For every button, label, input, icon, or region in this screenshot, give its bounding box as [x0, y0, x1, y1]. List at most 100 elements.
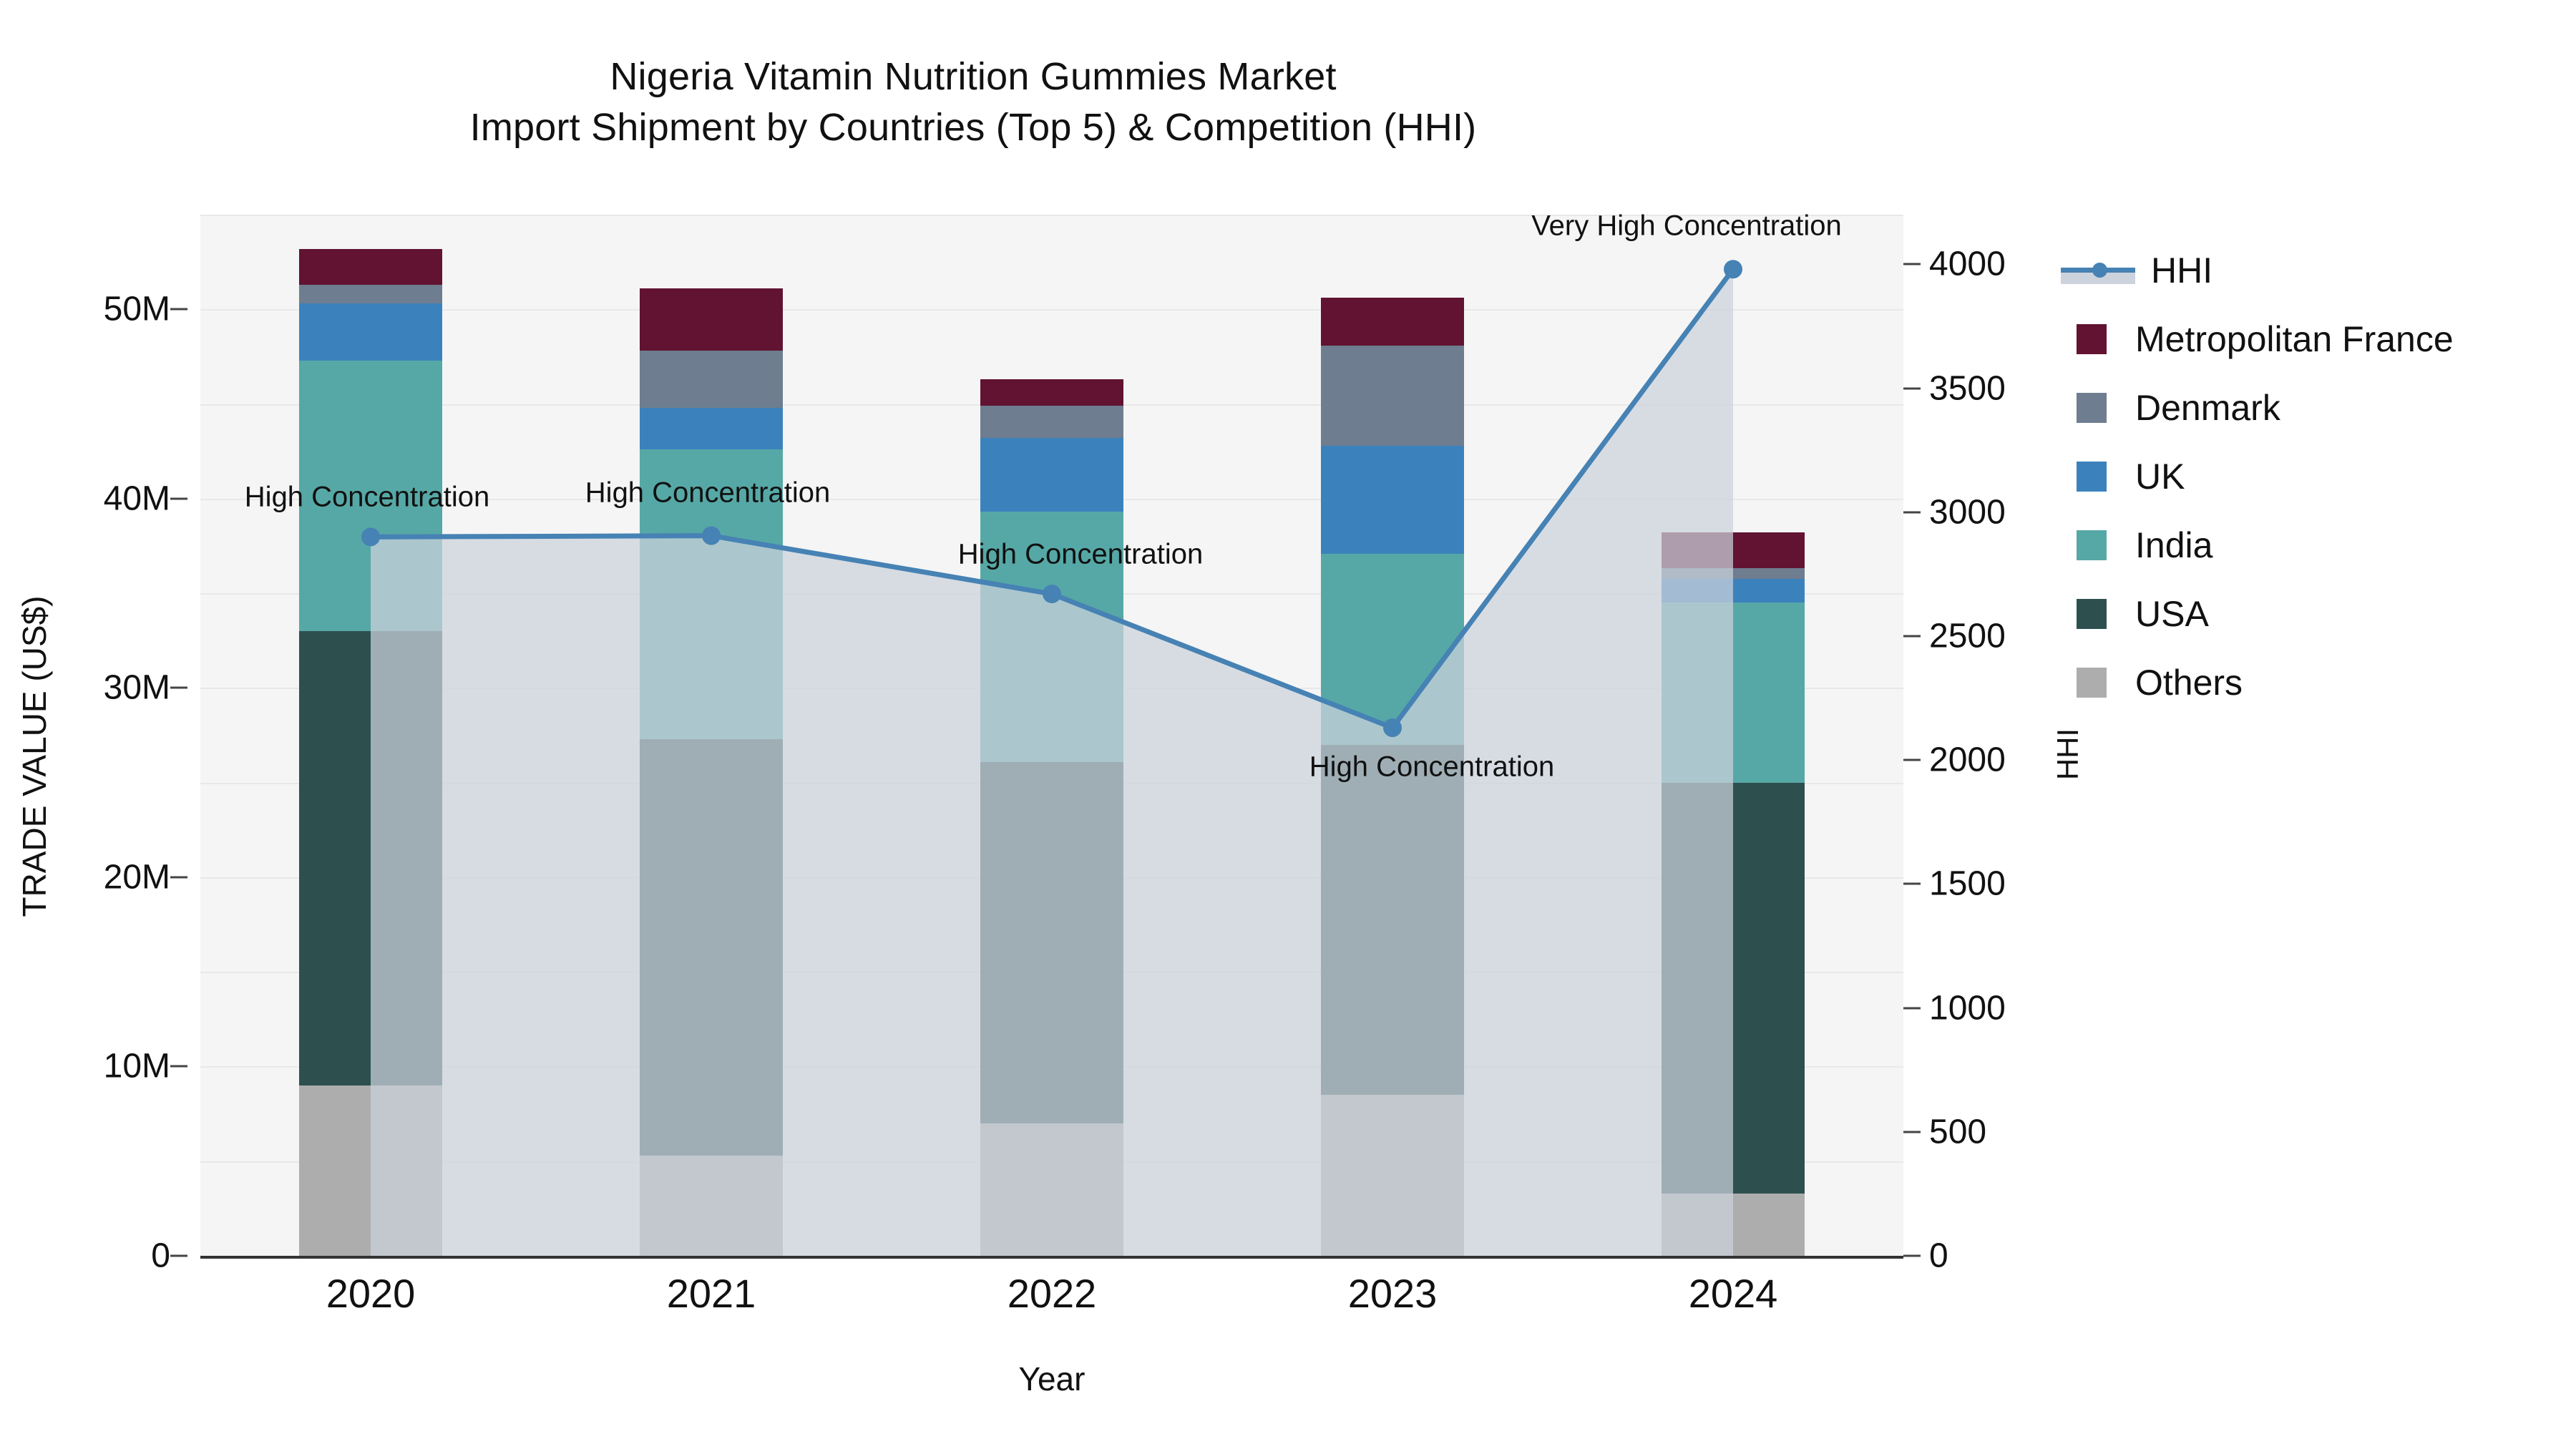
legend-label: India	[2135, 525, 2213, 565]
legend-swatch-others	[2077, 668, 2107, 698]
legend-item-others[interactable]: Others	[2061, 648, 2562, 717]
y-axis-right-tick-label: 3000	[1929, 493, 2006, 532]
legend-item-usa[interactable]: USA	[2061, 580, 2562, 648]
gridline	[200, 215, 1903, 216]
annotation-2024: Very High Concentration	[1531, 210, 1842, 242]
bar-segment-usa[interactable]	[1662, 782, 1805, 1194]
y-axis-right-tick-label: 2000	[1929, 741, 2006, 779]
y-axis-right-tick-label: 2500	[1929, 617, 2006, 655]
bar-segment-uk[interactable]	[299, 303, 442, 361]
x-axis-line	[200, 1256, 1903, 1259]
y-axis-left: 0 10M 20M 30M 40M 50M	[0, 0, 193, 1449]
bar-segment-metropolitan-france[interactable]	[1662, 532, 1805, 569]
bar-stack-2023[interactable]	[1321, 215, 1464, 1256]
x-axis-tick-2020: 2020	[326, 1271, 416, 1316]
plot-area: High Concentration High Concentration High…	[200, 210, 1903, 1257]
bar-segment-denmark[interactable]	[1662, 568, 1805, 580]
y-axis-left-tick-mark	[170, 686, 187, 689]
x-axis-tick-2021: 2021	[666, 1271, 756, 1316]
y-axis-left-tick-mark	[170, 308, 187, 311]
bar-segment-others[interactable]	[299, 1085, 442, 1256]
y-axis-right: 0 500 1000 1500 2000 2500 3000 3500 4000	[1903, 0, 2104, 1449]
y-axis-right-tick-label: 0	[1929, 1236, 1948, 1275]
legend-area-band	[2061, 271, 2135, 284]
y-axis-left-tick-label: 0	[151, 1236, 170, 1275]
bar-segment-denmark[interactable]	[1321, 345, 1464, 446]
x-axis-label: Year	[1018, 1360, 1085, 1397]
y-axis-left-tick-label: 30M	[103, 668, 170, 707]
y-axis-left-tick-mark	[170, 876, 187, 879]
bar-segment-metropolitan-france[interactable]	[640, 288, 783, 351]
y-axis-left-tick-mark	[170, 1254, 187, 1257]
bar-segment-usa[interactable]	[1321, 744, 1464, 1096]
bar-segment-metropolitan-france[interactable]	[980, 379, 1123, 406]
bar-segment-uk[interactable]	[1662, 579, 1805, 603]
bar-segment-denmark[interactable]	[299, 284, 442, 304]
y-axis-left-tick-label: 10M	[103, 1047, 170, 1085]
y-axis-right-tick-mark	[1903, 1131, 1921, 1133]
x-axis-tick-2023: 2023	[1347, 1271, 1438, 1316]
y-axis-right-tick-mark	[1903, 758, 1921, 761]
y-axis-left-tick-label: 50M	[103, 290, 170, 328]
bar-segment-others[interactable]	[640, 1155, 783, 1256]
bar-segment-others[interactable]	[1662, 1193, 1805, 1256]
y-axis-right-tick-label: 4000	[1929, 245, 2006, 283]
y-axis-right-tick-label: 1000	[1929, 989, 2006, 1028]
bar-segment-uk[interactable]	[980, 438, 1123, 512]
bar-stack-2022[interactable]	[980, 215, 1123, 1256]
legend-item-metropolitan-france[interactable]: Metropolitan France	[2061, 305, 2562, 374]
bar-segment-denmark[interactable]	[640, 351, 783, 408]
annotation-2021: High Concentration	[585, 477, 831, 509]
bar-segment-uk[interactable]	[640, 407, 783, 450]
legend-label: Metropolitan France	[2135, 319, 2454, 359]
y-axis-left-tick-label: 20M	[103, 858, 170, 897]
y-axis-left-label: TRADE VALUE (US$)	[16, 595, 53, 917]
chart-title: Nigeria Vitamin Nutrition Gummies Market…	[0, 52, 1946, 154]
y-axis-right-tick-label: 1500	[1929, 864, 2006, 903]
bar-stack-2021[interactable]	[640, 215, 783, 1256]
y-axis-right-tick-mark	[1903, 387, 1921, 389]
bar-segment-india[interactable]	[1321, 553, 1464, 745]
legend-label: Others	[2135, 663, 2243, 703]
legend-swatch-denmark	[2077, 393, 2107, 423]
legend-swatch-uk	[2077, 462, 2107, 492]
legend-label: UK	[2135, 457, 2185, 497]
bar-segment-uk[interactable]	[1321, 445, 1464, 554]
y-axis-right-tick-mark	[1903, 1007, 1921, 1010]
annotation-2022: High Concentration	[957, 538, 1204, 570]
bar-stack-2020[interactable]	[299, 215, 442, 1256]
x-axis-tick-2024: 2024	[1688, 1271, 1778, 1316]
legend-item-uk[interactable]: UK	[2061, 442, 2562, 511]
annotation-2020: High Concentration	[244, 481, 490, 513]
bar-segment-metropolitan-france[interactable]	[1321, 298, 1464, 346]
bar-segment-metropolitan-france[interactable]	[299, 248, 442, 285]
title-line-1: Nigeria Vitamin Nutrition Gummies Market	[610, 55, 1337, 98]
annotation-2023: High Concentration	[1309, 751, 1555, 783]
y-axis-left-tick-mark	[170, 497, 187, 500]
chart-legend: HHI Metropolitan France Denmark UK India USA O…	[2061, 236, 2562, 717]
legend-swatch-usa	[2077, 599, 2107, 629]
bar-segment-usa[interactable]	[640, 738, 783, 1156]
bar-segment-usa[interactable]	[980, 761, 1123, 1123]
bar-segment-india[interactable]	[1662, 602, 1805, 783]
legend-swatch-india	[2077, 530, 2107, 560]
y-axis-right-tick-label: 3500	[1929, 369, 2006, 407]
legend-label: USA	[2135, 594, 2209, 634]
bar-stack-2024[interactable]	[1662, 215, 1805, 1256]
x-axis-tick-2022: 2022	[1007, 1271, 1097, 1316]
legend-item-india[interactable]: India	[2061, 511, 2562, 580]
y-axis-right-tick-mark	[1903, 263, 1921, 265]
legend-swatch-metropolitan-france	[2077, 324, 2107, 354]
legend-item-hhi[interactable]: HHI	[2061, 236, 2562, 305]
legend-label: Denmark	[2135, 388, 2280, 428]
y-axis-left-tick-label: 40M	[103, 479, 170, 518]
plot-inner: High Concentration High Concentration High…	[200, 210, 1903, 1257]
y-axis-right-tick-mark	[1903, 511, 1921, 514]
bar-segment-usa[interactable]	[299, 631, 442, 1085]
bar-segment-others[interactable]	[980, 1123, 1123, 1256]
bar-segment-denmark[interactable]	[980, 406, 1123, 439]
bar-segment-others[interactable]	[1321, 1095, 1464, 1256]
legend-item-denmark[interactable]: Denmark	[2061, 374, 2562, 442]
y-axis-right-tick-label: 500	[1929, 1113, 1987, 1151]
title-line-2: Import Shipment by Countries (Top 5) & C…	[469, 106, 1477, 150]
